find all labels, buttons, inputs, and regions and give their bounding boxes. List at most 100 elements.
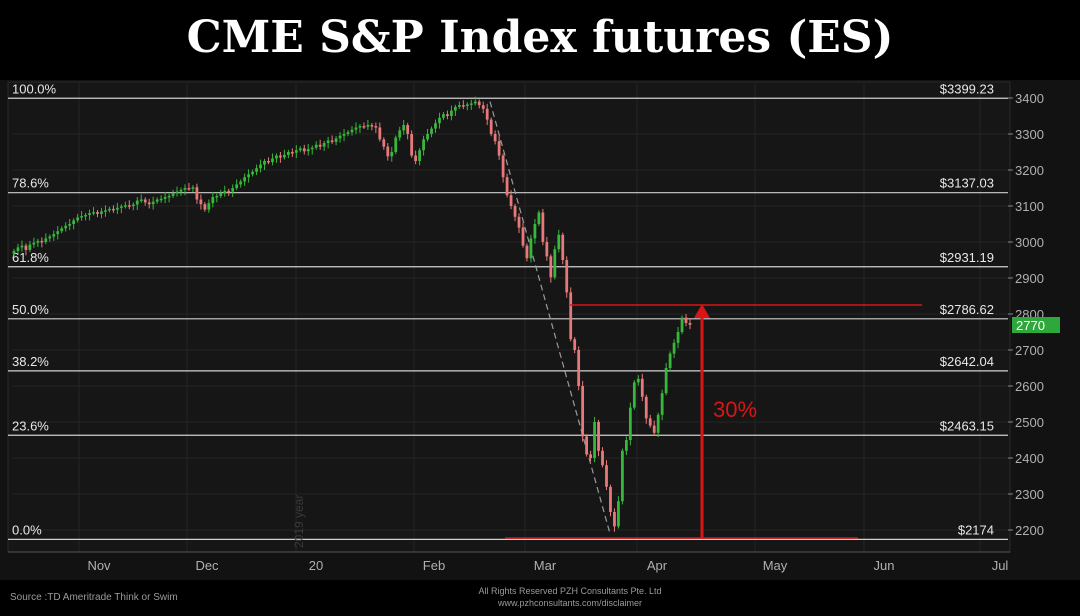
candle-body: [569, 292, 573, 340]
candle-body: [497, 141, 501, 156]
candle-body: [525, 245, 529, 259]
candle-body: [302, 148, 306, 152]
candle-body: [358, 126, 362, 128]
candle-body: [605, 465, 608, 487]
candle-body: [680, 317, 684, 332]
candle-body: [664, 368, 668, 394]
candle-body: [275, 155, 278, 159]
candle-body: [624, 440, 628, 451]
candle-body: [191, 187, 195, 189]
candle-body: [668, 353, 672, 368]
candle-body: [40, 240, 44, 243]
fib-price-label: $2642.04: [940, 354, 994, 369]
fib-price-label: $3137.03: [940, 176, 994, 191]
candle-body: [501, 155, 505, 178]
candle-body: [597, 422, 600, 451]
candle-body: [485, 108, 489, 120]
candle-body: [298, 148, 302, 151]
candle-body: [561, 234, 565, 260]
candle-body: [48, 236, 52, 239]
candle-body: [294, 150, 298, 153]
fibonacci-levels: 100.0% $3399.23 78.6% $3137.03 61.8% $2931.19…: [8, 81, 1008, 540]
candle-body: [139, 199, 143, 202]
candle-body: [684, 317, 688, 323]
candle-body: [326, 140, 330, 143]
candle-body: [318, 144, 322, 147]
candle-body: [660, 393, 664, 415]
title-bar: CME S&P Index futures (ES): [0, 0, 1080, 80]
page-title: CME S&P Index futures (ES): [186, 12, 894, 63]
candle-body: [72, 220, 76, 224]
y-tick-label: 3000: [1015, 235, 1044, 250]
candle-body: [239, 181, 243, 185]
candle-body: [382, 139, 386, 147]
candle-body: [131, 204, 135, 207]
y-tick-label: 3300: [1015, 127, 1044, 142]
x-tick-label: Jun: [874, 558, 895, 573]
candle-body: [493, 134, 497, 142]
candle-body: [271, 158, 274, 163]
y-tick-label: 2900: [1015, 271, 1044, 286]
candle-body: [283, 154, 286, 158]
candle-body: [644, 396, 648, 419]
x-tick-label: Apr: [647, 558, 668, 573]
gain-arrow-head: [694, 304, 710, 318]
y-tick-label: 2300: [1015, 487, 1044, 502]
candle-body: [207, 203, 211, 210]
y-tick-label: 3400: [1015, 91, 1044, 106]
candle-body: [370, 125, 374, 127]
candle-body: [96, 212, 99, 214]
fib-price-label: $2174: [958, 522, 994, 537]
candle-body: [366, 125, 370, 127]
fib-percent-label: 78.6%: [12, 176, 49, 191]
candle-body: [581, 386, 585, 437]
candle-body: [100, 211, 103, 214]
candle-body: [414, 155, 418, 161]
candle-body: [135, 200, 139, 205]
candle-body: [438, 117, 441, 124]
candle-body: [517, 216, 521, 228]
footer-url[interactable]: www.pzhconsultants.com/disclaimer: [497, 598, 643, 608]
candle-body: [672, 342, 676, 354]
candle-body: [88, 213, 91, 215]
x-tick-label: Feb: [423, 558, 445, 573]
candle-body: [613, 512, 616, 527]
candle-body: [656, 414, 660, 433]
candle-body: [453, 107, 457, 111]
candle-body: [108, 208, 111, 211]
fib-percent-label: 0.0%: [12, 522, 42, 537]
candle-body: [223, 190, 227, 194]
candle-body: [461, 105, 465, 107]
candle-body: [64, 225, 68, 229]
y-tick-label: 2200: [1015, 523, 1044, 538]
candle-body: [32, 242, 36, 245]
y-axis: 3400330032003100300029002800270026002500…: [1008, 91, 1044, 538]
candle-body: [545, 242, 549, 257]
annotation-label: 30%: [713, 397, 757, 422]
candle-body: [127, 205, 131, 207]
fib-price-label: $2463.15: [940, 418, 994, 433]
candle-body: [163, 197, 167, 199]
candles: [12, 96, 692, 532]
candle-body: [378, 127, 382, 140]
candle-body: [374, 126, 378, 128]
candle-body: [422, 139, 425, 151]
y-tick-label: 3100: [1015, 199, 1044, 214]
fib-percent-label: 38.2%: [12, 354, 49, 369]
candle-body: [609, 486, 612, 512]
candle-body: [446, 114, 449, 116]
footer-source: Source :TD Ameritrade Think or Swim: [10, 592, 178, 603]
current-price-label: 2770: [1016, 318, 1045, 333]
x-tick-label: May: [763, 558, 788, 573]
candle-body: [12, 251, 16, 254]
candle-body: [346, 132, 350, 134]
fib-percent-label: 100.0%: [12, 81, 57, 96]
candle-body: [652, 425, 656, 433]
candle-body: [151, 201, 155, 205]
candle-body: [119, 206, 123, 208]
candle-body: [509, 195, 513, 206]
candle-body: [290, 152, 294, 154]
year-watermark: 2019 year: [292, 495, 306, 548]
candle-body: [362, 126, 366, 128]
